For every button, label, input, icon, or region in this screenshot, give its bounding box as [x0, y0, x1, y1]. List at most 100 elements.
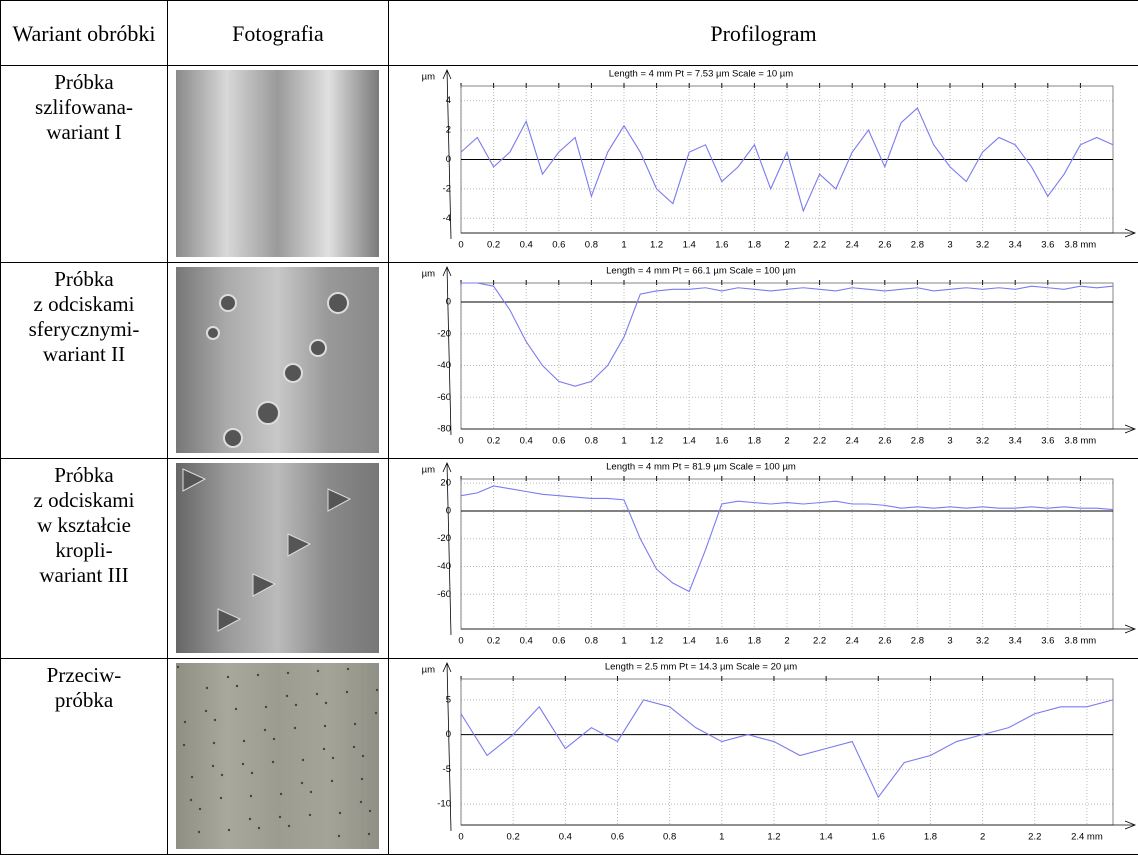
pit: [324, 701, 328, 705]
pit: [331, 756, 335, 760]
pit: [361, 754, 365, 758]
pit: [234, 707, 238, 711]
x-tick-label: 1.2: [650, 436, 663, 447]
pit: [241, 762, 245, 766]
row-label: Próbka z odciskami w kształcie kropli- w…: [0, 458, 168, 659]
dimple: [309, 339, 327, 357]
dimple: [327, 488, 352, 512]
header-cell: Profilogram: [388, 0, 1138, 66]
y-arrow: [442, 462, 452, 636]
x-tick-label: 1: [621, 436, 626, 447]
x-tick-label: 2.6: [878, 436, 891, 447]
x-tick-label: 0: [458, 636, 463, 647]
dimple: [217, 608, 242, 632]
y-axis-label: µm: [422, 269, 435, 280]
x-arrow-head: [1124, 624, 1137, 634]
x-tick-label: 3: [947, 436, 952, 447]
y-tick-label: -40: [437, 561, 451, 572]
y-tick-label: -4: [443, 213, 451, 224]
pit: [353, 722, 357, 726]
x-tick-label: 3: [947, 240, 952, 251]
y-tick-label: -20: [437, 533, 451, 544]
x-tick-label: 3.6: [1041, 436, 1054, 447]
x-tick-label: 2.2: [813, 436, 826, 447]
x-tick-label: 2: [784, 240, 789, 251]
pit: [367, 832, 371, 836]
pit: [263, 728, 267, 732]
y-axis-label: µm: [422, 665, 435, 676]
y-tick-label: 0: [446, 729, 451, 740]
pit: [189, 798, 193, 802]
pit: [352, 745, 356, 749]
x-tick-label: 2.4: [846, 436, 859, 447]
x-tick-label: 3: [947, 636, 952, 647]
x-tick-label: 0.4: [520, 636, 533, 647]
photo-cell: [167, 458, 389, 659]
x-tick-label: 1.4: [683, 240, 696, 251]
x-tick-label: 1.6: [715, 436, 728, 447]
pit: [183, 720, 187, 724]
pit: [264, 705, 268, 709]
y-tick-label: -5: [443, 764, 451, 775]
x-tick-label: 0.6: [552, 436, 565, 447]
row-label: Próbka z odciskami sferycznymi- wariant …: [0, 262, 168, 459]
header-cell: Wariant obróbki: [0, 0, 168, 66]
pit: [287, 824, 291, 828]
chart-cell: Length = 4 mm Pt = 7.53 µm Scale = 10 µm…: [388, 65, 1138, 263]
profilogram: Length = 4 mm Pt = 7.53 µm Scale = 10 µm…: [422, 69, 1137, 251]
dimple: [182, 468, 207, 492]
x-tick-label: 1.4: [820, 832, 833, 843]
photo: [176, 463, 379, 653]
photo: [176, 663, 379, 849]
x-tick-label: 0.4: [520, 436, 533, 447]
dimple: [206, 326, 220, 340]
pit: [322, 747, 326, 751]
y-arrow-head: [442, 69, 452, 80]
y-tick-label: 4: [446, 95, 451, 106]
pit: [338, 811, 342, 815]
y-arrow-head: [442, 662, 452, 673]
pit: [360, 777, 364, 781]
pit: [293, 726, 297, 730]
profilogram: Length = 4 mm Pt = 81.9 µm Scale = 100 µ…: [422, 462, 1137, 647]
x-tick-label: 2.8: [911, 240, 924, 251]
x-tick-label: 1.6: [715, 636, 728, 647]
x-tick-label: 3.8 mm: [1065, 436, 1097, 447]
x-tick-label: 2: [980, 832, 985, 843]
x-tick-label: 3.8 mm: [1065, 636, 1097, 647]
pit: [182, 743, 186, 747]
plot-frame: [460, 678, 1114, 826]
x-tick-label: 0.6: [611, 832, 624, 843]
x-arrow-head: [1124, 228, 1137, 238]
pit: [272, 737, 276, 741]
pit: [204, 709, 208, 713]
pit: [359, 800, 363, 804]
pit: [316, 669, 320, 673]
x-tick-label: 0.6: [552, 240, 565, 251]
x-tick-label: 2.2: [1028, 832, 1041, 843]
dimple: [283, 363, 303, 383]
chart-cell: Length = 4 mm Pt = 66.1 µm Scale = 100 µ…: [388, 262, 1138, 459]
y-tick-label: -60: [437, 589, 451, 600]
x-tick-label: 0.8: [663, 832, 676, 843]
y-tick-label: -80: [437, 424, 451, 435]
x-tick-label: 0.4: [520, 240, 533, 251]
x-tick-label: 0.2: [487, 436, 500, 447]
pit: [212, 741, 216, 745]
pit: [285, 694, 289, 698]
x-tick-label: 0.4: [559, 832, 572, 843]
pit: [190, 775, 194, 779]
chart-cell: Length = 4 mm Pt = 81.9 µm Scale = 100 µ…: [388, 458, 1138, 659]
y-tick-label: -60: [437, 392, 451, 403]
dimple: [223, 428, 243, 448]
profile-line: [460, 699, 1114, 799]
pit: [330, 779, 334, 783]
x-tick-label: 2.4: [846, 636, 859, 647]
pit: [294, 703, 298, 707]
pit: [256, 673, 260, 677]
chart-title: Length = 4 mm Pt = 66.1 µm Scale = 100 µ…: [606, 266, 796, 277]
x-tick-label: 0.8: [585, 240, 598, 251]
pit: [315, 692, 319, 696]
pit: [250, 771, 254, 775]
